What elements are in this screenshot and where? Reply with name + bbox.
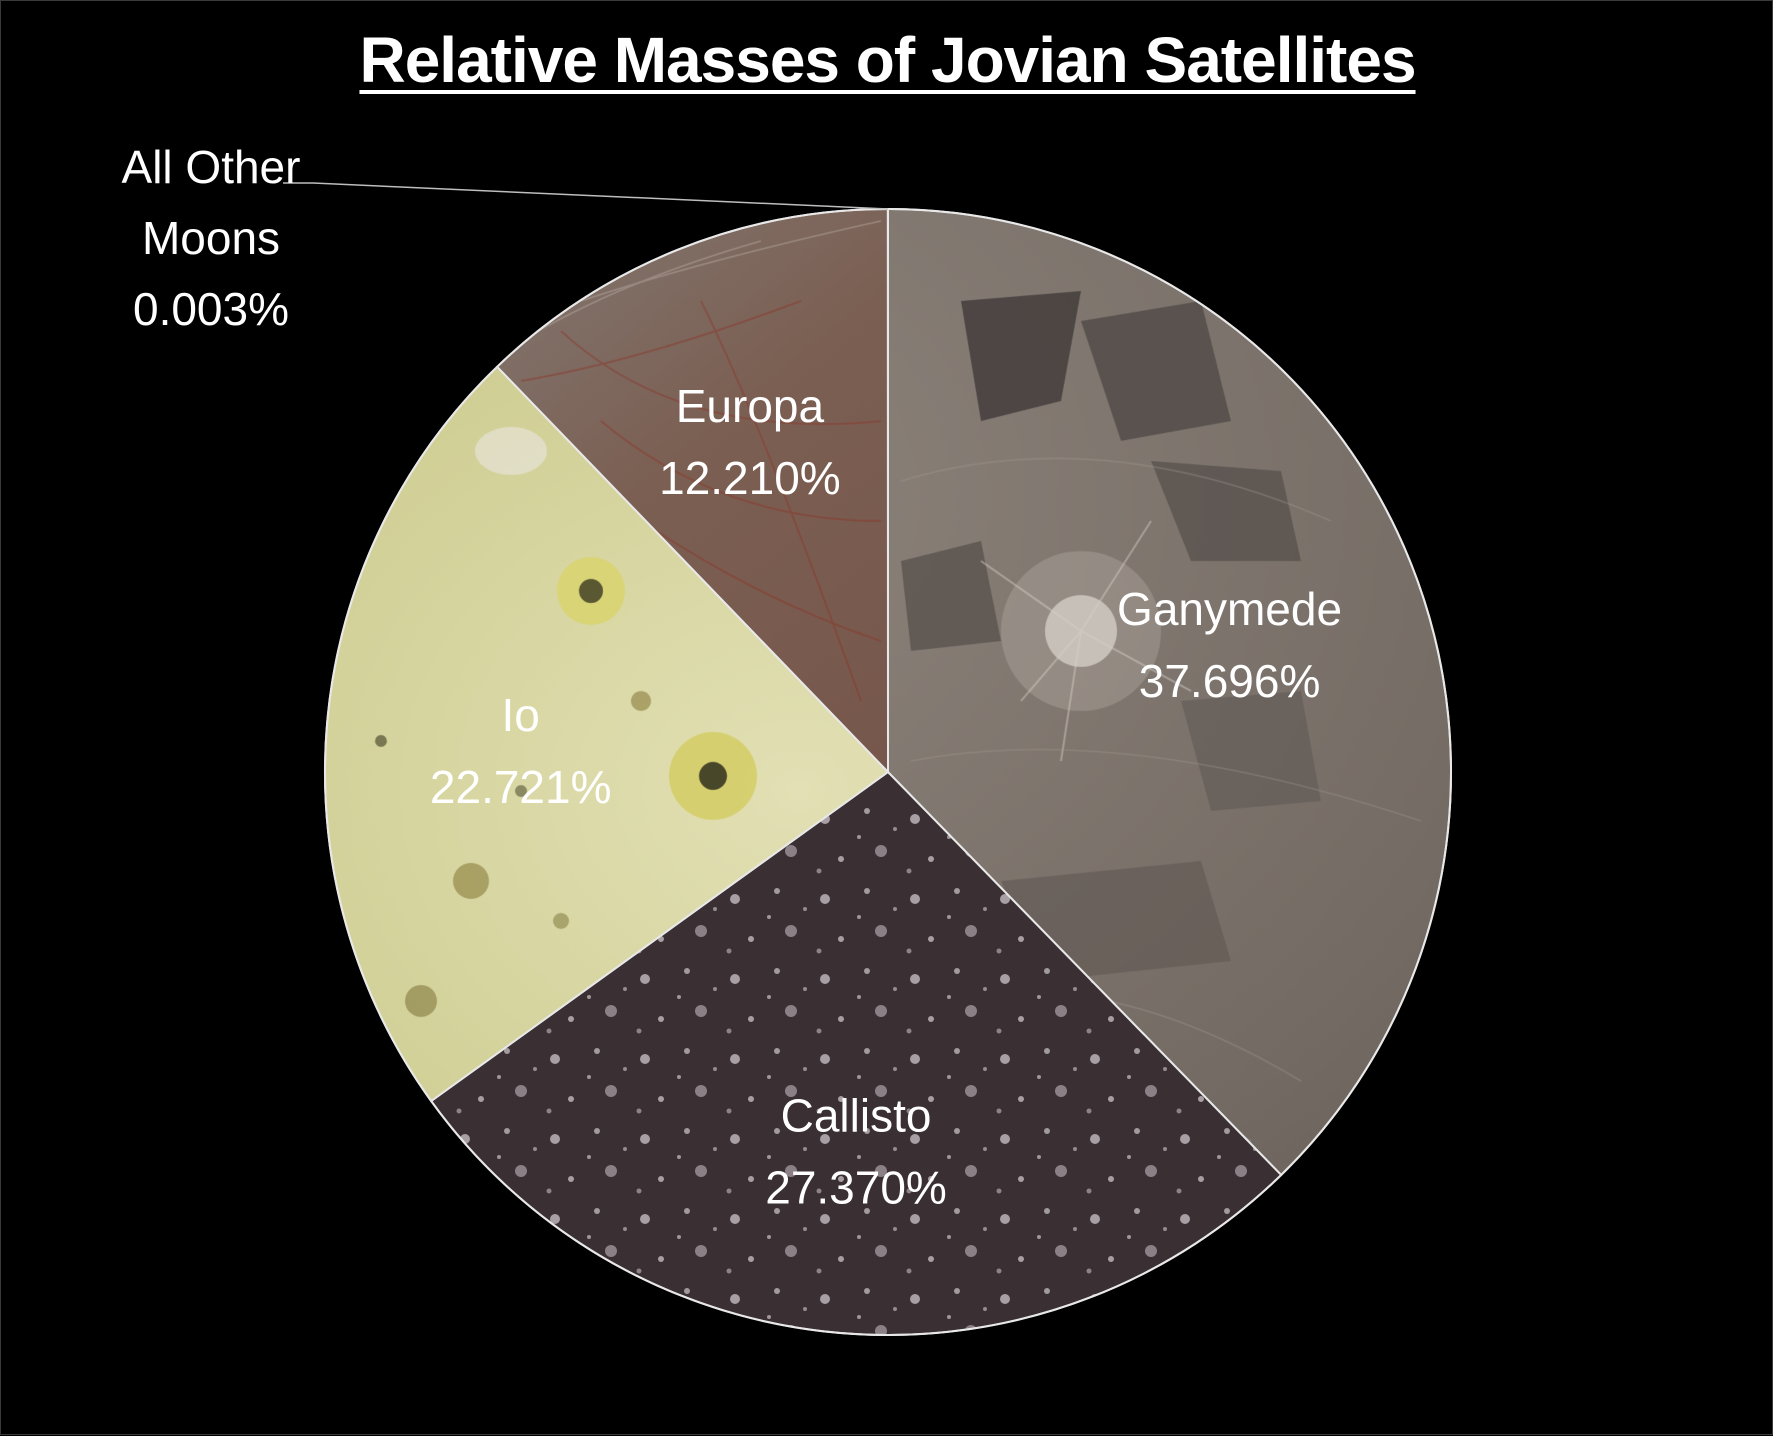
slice-name-label-ganymede: Ganymede (1117, 583, 1342, 635)
slice-name-label-callisto: Callisto (781, 1089, 932, 1141)
slice-value-label-callisto: 27.370% (765, 1161, 947, 1213)
slice-name-label-europa: Europa (676, 380, 825, 432)
slice-name-label-all-other-moons: All Other (122, 141, 301, 193)
slice-name-label-io: Io (502, 689, 540, 741)
slice-name-label-all-other-moons: Moons (142, 212, 280, 264)
slice-value-label-all-other-moons: 0.003% (133, 283, 289, 335)
slice-value-label-ganymede: 37.696% (1139, 655, 1321, 707)
slice-value-label-europa: 12.210% (659, 452, 841, 504)
slice-value-label-io: 22.721% (430, 761, 612, 813)
leader-line-all-other-moons (283, 183, 888, 209)
